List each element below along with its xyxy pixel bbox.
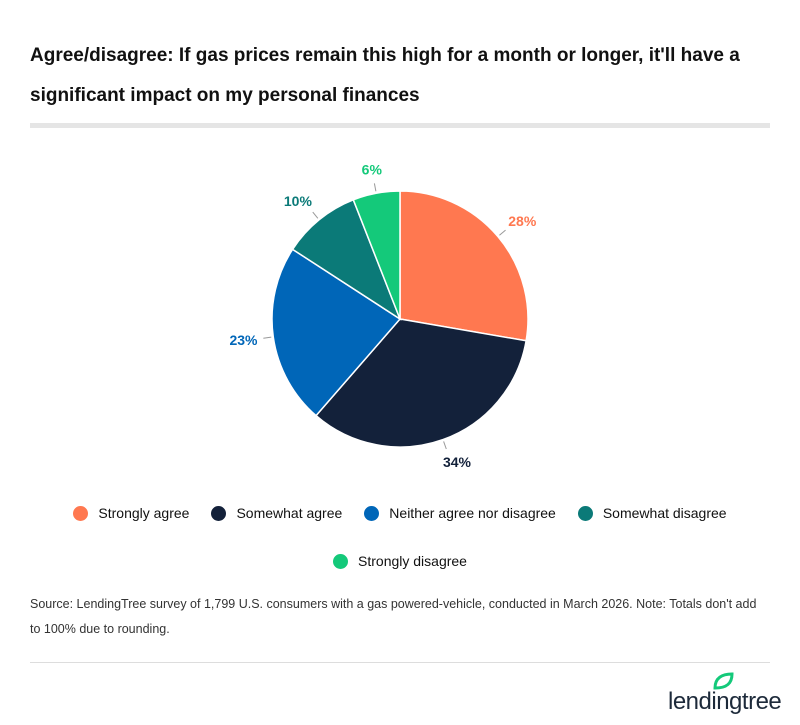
data-label: 6%	[362, 162, 383, 178]
data-label: 23%	[229, 332, 258, 348]
legend-item: Strongly disagree	[333, 551, 467, 571]
legend-swatch	[333, 553, 349, 569]
legend-swatch	[211, 505, 227, 521]
pie-slice-neither-agree-nor-disagree	[271, 248, 402, 417]
legend-label: Strongly agree	[98, 505, 190, 521]
pie-slice-somewhat-disagree	[291, 198, 402, 321]
legend-label: Somewhat disagree	[602, 505, 727, 521]
legend-swatch	[577, 505, 593, 521]
legend-label: Neither agree nor disagree	[389, 505, 556, 521]
legend-swatch	[73, 505, 89, 521]
leaf-icon	[713, 672, 734, 690]
legend-label: Somewhat agree	[236, 505, 343, 521]
leader-line	[443, 441, 447, 450]
leader-line	[312, 211, 319, 219]
pie-slice-strongly-agree	[399, 190, 529, 342]
data-label: 28%	[508, 213, 537, 229]
title-divider	[30, 123, 770, 128]
legend-swatch	[364, 505, 380, 521]
source-note: Source: LendingTree survey of 1,799 U.S.…	[30, 597, 757, 636]
legend-item: Somewhat agree	[211, 503, 342, 523]
legend-label: Strongly disagree	[358, 553, 467, 569]
leader-line	[373, 183, 377, 192]
leader-line	[263, 336, 272, 339]
legend: Strongly agree Somewhat agree Neither agre…	[30, 503, 770, 571]
footer-divider	[30, 662, 770, 663]
pie-slice-somewhat-agree	[314, 318, 527, 448]
chart-title: Agree/disagree: If gas prices remain thi…	[30, 45, 740, 106]
pie-slice-strongly-disagree	[352, 190, 401, 320]
legend-item: Neither agree nor disagree	[364, 503, 556, 523]
lendingtree-logo: lendingtree	[668, 672, 782, 715]
legend-item: Somewhat disagree	[577, 503, 727, 523]
data-label: 10%	[284, 193, 313, 209]
data-label: 34%	[443, 454, 472, 470]
pie-chart: 28% 34% 23% 10% 6%	[229, 162, 537, 471]
legend-item: Strongly agree	[73, 503, 189, 523]
leader-line	[499, 229, 506, 236]
